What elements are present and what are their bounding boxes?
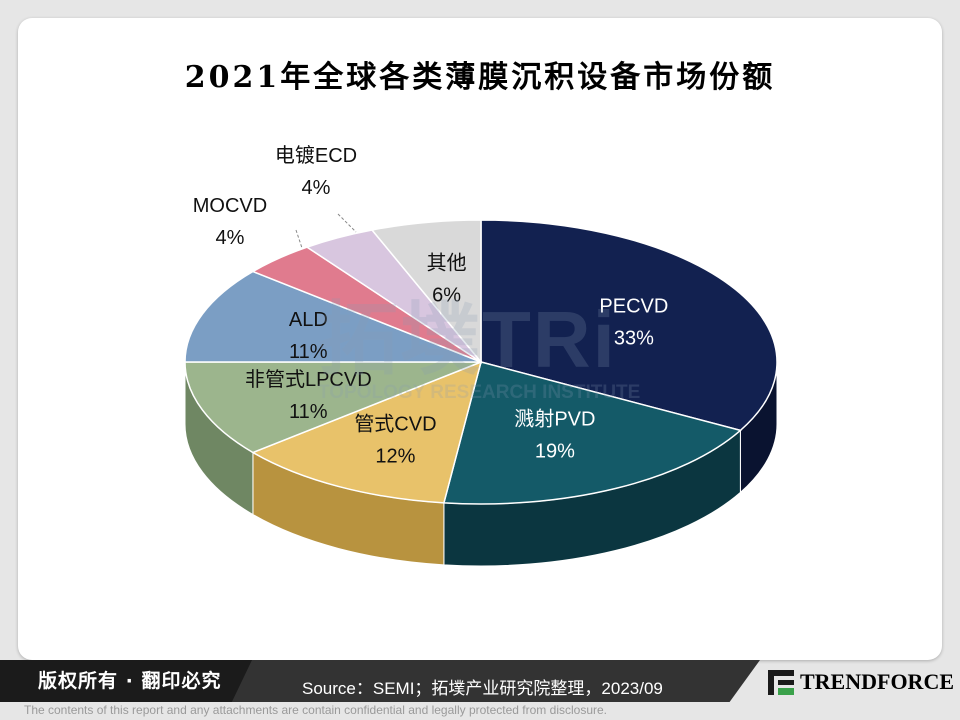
slice-label: MOCVD — [193, 195, 267, 217]
slice-value-label: 6% — [432, 285, 461, 307]
slice-value-label: 11% — [289, 401, 328, 423]
slice-value-label: 19% — [535, 441, 575, 463]
pie-slice--cvd — [251, 360, 483, 504]
footer-copyright-panel — [0, 660, 252, 702]
trendforce-logo-icon — [768, 670, 794, 695]
pie-slice-pecvd — [480, 219, 778, 432]
trendforce-logo: TRENDFORCE — [766, 666, 954, 698]
slice-value-label: 11% — [289, 341, 328, 363]
leader-line — [337, 213, 357, 233]
slice-label: 其他 — [427, 252, 467, 275]
slice-value-label: 33% — [614, 328, 654, 350]
pie-slice-ald — [184, 270, 482, 363]
slice-label: 管式CVD — [354, 413, 436, 436]
pie-slice--lpcvd — [184, 361, 482, 454]
source-note: Source：SEMI；拓墣产业研究院整理，2023/09 — [302, 679, 663, 698]
slice-value-label: 12% — [375, 446, 415, 468]
slice-label: 电镀ECD — [275, 144, 357, 167]
pie-slice--pvd — [442, 361, 742, 505]
pie-chart: PECVD 33% 溅射PVD 19% 管式CVD 12% 非管式LPCVD 11% ALD 11… — [184, 144, 778, 567]
disclaimer-text: The contents of this report and any atta… — [24, 703, 607, 717]
copyright-text: 版权所有 · 翻印必究 — [38, 670, 222, 692]
trendforce-logo-text: TRENDFORCE — [800, 669, 955, 694]
pie-labels: PECVD 33% 溅射PVD 19% 管式CVD 12% 非管式LPCVD 11% ALD 11… — [193, 144, 669, 468]
pie-slice-- — [370, 219, 482, 365]
chart-title: 2021年全球各类薄膜沉积设备市场份额 — [184, 60, 776, 95]
slice-label: 溅射PVD — [514, 408, 595, 431]
slice-value-label: 4% — [302, 177, 331, 199]
slice-label: 非管式LPCVD — [245, 368, 372, 391]
slice-label: ALD — [289, 309, 328, 331]
leader-line — [295, 229, 303, 249]
slice-value-label: 4% — [216, 227, 245, 249]
pie-tops — [184, 219, 778, 505]
slice-label: PECVD — [599, 296, 668, 318]
